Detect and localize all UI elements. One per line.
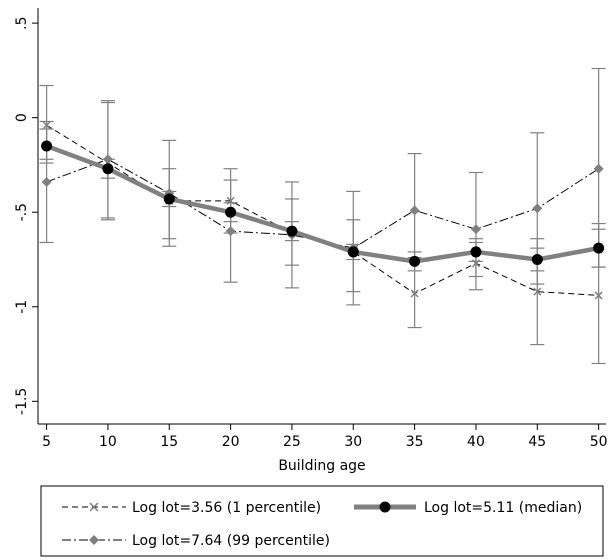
axes: Building age 5 10 15 20 25 30 35 40 45 50 .5 0 -.5 -1… — [14, 8, 608, 474]
data-point — [531, 253, 543, 265]
data-point — [533, 287, 542, 296]
data-point — [41, 176, 52, 187]
x-tick-label: 25 — [283, 434, 301, 450]
data-point — [470, 246, 482, 258]
series-1 — [39, 84, 606, 365]
x-tick-label: 35 — [406, 434, 424, 450]
data-point — [594, 291, 603, 300]
legend: Log lot=3.56 (1 percentile) Log lot=5.11… — [40, 485, 604, 557]
x-tick-label: 45 — [528, 434, 546, 450]
data-point — [409, 205, 420, 216]
legend-marker-series-1 — [89, 502, 99, 512]
y-tick-label: -.5 — [14, 203, 30, 221]
legend-item-series-3: Log lot=7.64 (99 percentile) — [62, 533, 330, 549]
legend-marker-series-3 — [89, 535, 99, 545]
x-axis-title: Building age — [278, 458, 365, 474]
y-tick-label: -1 — [14, 300, 30, 314]
y-tick-label: -1.5 — [14, 388, 30, 415]
series-line — [46, 158, 599, 249]
x-tick-label: 30 — [344, 434, 362, 450]
data-point — [42, 121, 51, 130]
x-tick-label: 10 — [99, 434, 117, 450]
series-line — [45, 143, 600, 264]
legend-label-series-1: Log lot=3.56 (1 percentile) — [132, 500, 321, 516]
legend-marker-series-2 — [379, 501, 391, 513]
legend-item-series-1: Log lot=3.56 (1 percentile) — [62, 500, 321, 516]
data-point — [347, 246, 359, 258]
data-point — [593, 163, 604, 174]
plot-area — [39, 67, 606, 365]
y-tick-label: 0 — [14, 113, 30, 122]
data-point — [593, 242, 605, 254]
y-tick-label: .5 — [14, 16, 30, 29]
data-point — [102, 163, 114, 175]
data-point — [532, 203, 543, 214]
series-2 — [39, 128, 606, 272]
data-point — [41, 140, 53, 152]
series-3 — [39, 67, 606, 306]
x-tick-label: 15 — [160, 434, 178, 450]
data-point — [163, 193, 175, 205]
legend-box — [40, 485, 604, 557]
data-point — [286, 225, 298, 237]
data-point — [410, 289, 419, 298]
legend-item-series-2: Log lot=5.11 (median) — [354, 500, 582, 516]
data-point — [225, 206, 237, 218]
x-tick-label: 5 — [42, 434, 51, 450]
data-point — [409, 255, 421, 267]
legend-label-series-2: Log lot=5.11 (median) — [424, 500, 582, 516]
x-tick-label: 40 — [467, 434, 485, 450]
legend-label-series-3: Log lot=7.64 (99 percentile) — [132, 533, 330, 549]
data-point — [470, 224, 481, 235]
x-tick-label: 50 — [590, 434, 608, 450]
x-tick-label: 20 — [222, 434, 240, 450]
series-line — [46, 124, 599, 296]
